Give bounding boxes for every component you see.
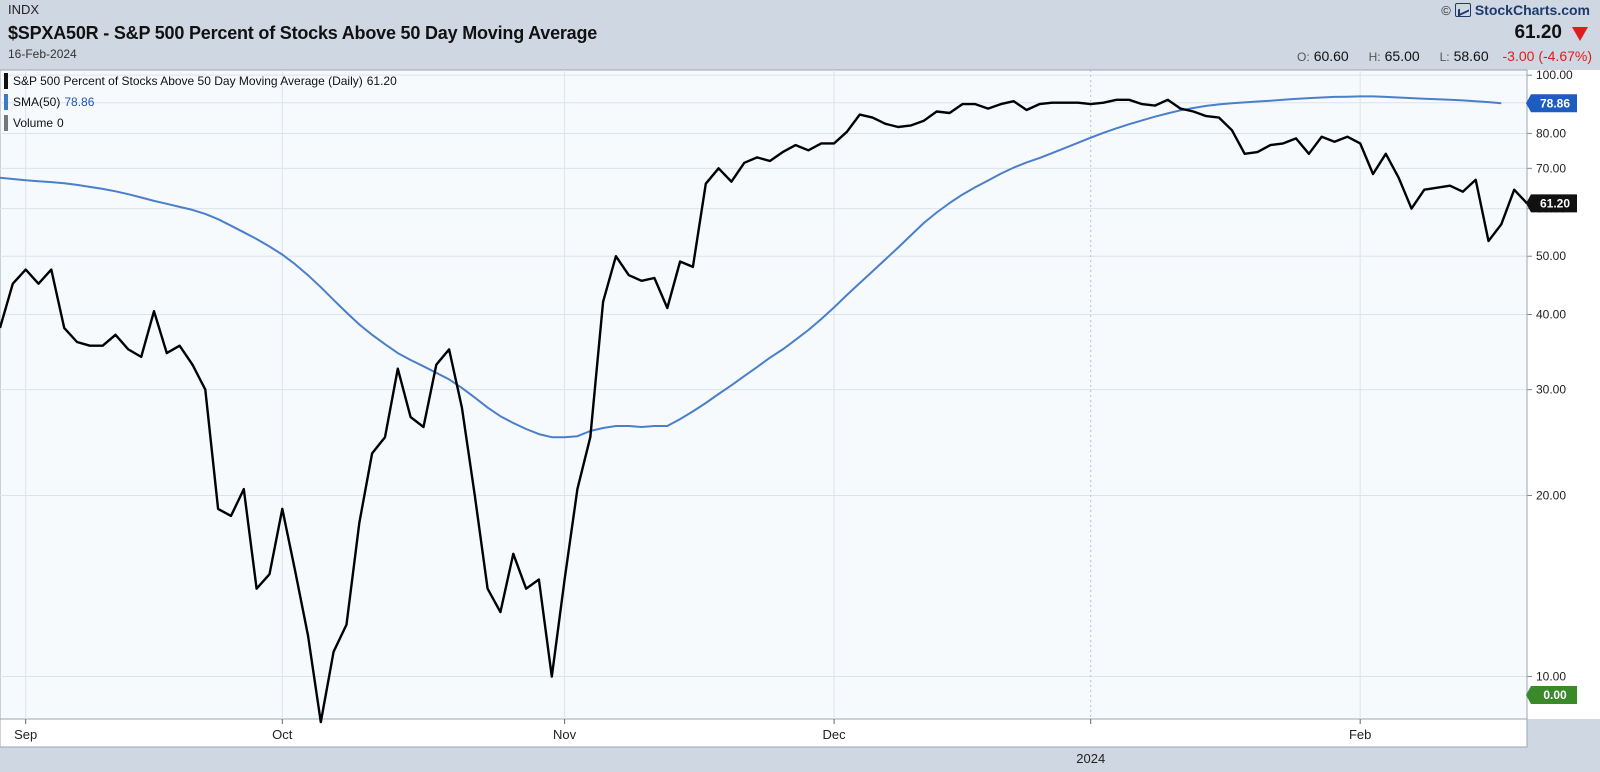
legend-value-price: 61.20 [366,73,397,88]
open-value: 60.60 [1313,48,1349,64]
last-price: 61.20 [1514,22,1562,43]
copyright-symbol: © [1441,2,1451,18]
y-tick-label: 100.00 [1536,68,1573,82]
y-tick-label: 40.00 [1536,307,1566,321]
sma-series-line [0,95,1502,439]
sma-badge: 78.86 [1526,94,1577,113]
plot-background [0,69,1528,720]
legend-label-volume: Volume [13,115,54,130]
legend-label-sma: SMA(50) [13,94,61,109]
legend-value-sma: 78.86 [64,94,95,109]
price-series-line [0,98,1528,724]
legend-value-volume: 0 [57,115,64,130]
y-tick-label: 30.00 [1536,383,1566,397]
price-badge: 61.20 [1526,194,1577,213]
x-tick-label: Sep [14,727,37,742]
sma-badge-shape [1526,94,1577,113]
ohlc-readout: O: 60.60 H: 65.00 L: 58.60 -3.00 (-4.67%) [1281,48,1592,64]
exchange-label: INDX [8,2,40,17]
high-label: H: [1368,50,1381,64]
high-value: 65.00 [1384,48,1420,64]
open-label: O: [1297,50,1310,64]
y-tick-label: 10.00 [1536,670,1566,684]
price-badge-shape [1526,194,1577,213]
volume-badge: 0.00 [1526,686,1577,704]
x-axis-panel [0,718,1528,748]
volume-badge-text: 0.00 [1543,688,1567,702]
brand-name: StockCharts.com [1474,2,1590,18]
y-axis-panel [1527,70,1600,719]
x-tick-label: Dec [823,727,847,742]
legend-item-price[interactable]: S&P 500 Percent of Stocks Above 50 Day M… [4,70,397,91]
year-label: 2024 [1076,751,1105,766]
y-tick-label: 50.00 [1536,249,1566,263]
chart-title: $SPXA50R - S&P 500 Percent of Stocks Abo… [8,23,598,43]
y-tick-label: 80.00 [1536,126,1566,140]
low-label: L: [1439,50,1450,64]
y-tick-label: 70.00 [1536,161,1566,175]
chart-date: 16-Feb-2024 [8,47,77,61]
down-arrow-icon [1572,27,1588,41]
chart-legend: S&P 500 Percent of Stocks Above 50 Day M… [4,70,397,133]
x-tick-label: Feb [1349,727,1371,742]
stockcharts-logo-icon [1454,3,1471,17]
chart-area[interactable]: 100.0090.0080.0070.0060.0050.0040.0030.0… [0,68,1600,767]
x-tick-label: Oct [272,727,293,742]
legend-swatch-price [4,72,8,89]
legend-swatch-volume [4,114,8,131]
legend-item-sma[interactable]: SMA(50) 78.86 [4,91,397,112]
y-tick-label: 20.00 [1536,489,1566,503]
low-value: 58.60 [1453,48,1489,64]
x-tick-label: Nov [553,727,577,742]
price-chart[interactable]: 100.0090.0080.0070.0060.0050.0040.0030.0… [0,68,1600,767]
brand-link[interactable]: © StockCharts.com [1441,2,1590,18]
sma-badge-text: 78.86 [1540,96,1570,110]
price-badge-text: 61.20 [1540,196,1570,210]
legend-item-volume[interactable]: Volume 0 [4,112,397,133]
legend-swatch-sma [4,93,8,110]
legend-label-price: S&P 500 Percent of Stocks Above 50 Day M… [13,73,363,88]
volume-badge-shape [1526,686,1577,704]
change-value: -3.00 (-4.67%) [1502,48,1592,64]
